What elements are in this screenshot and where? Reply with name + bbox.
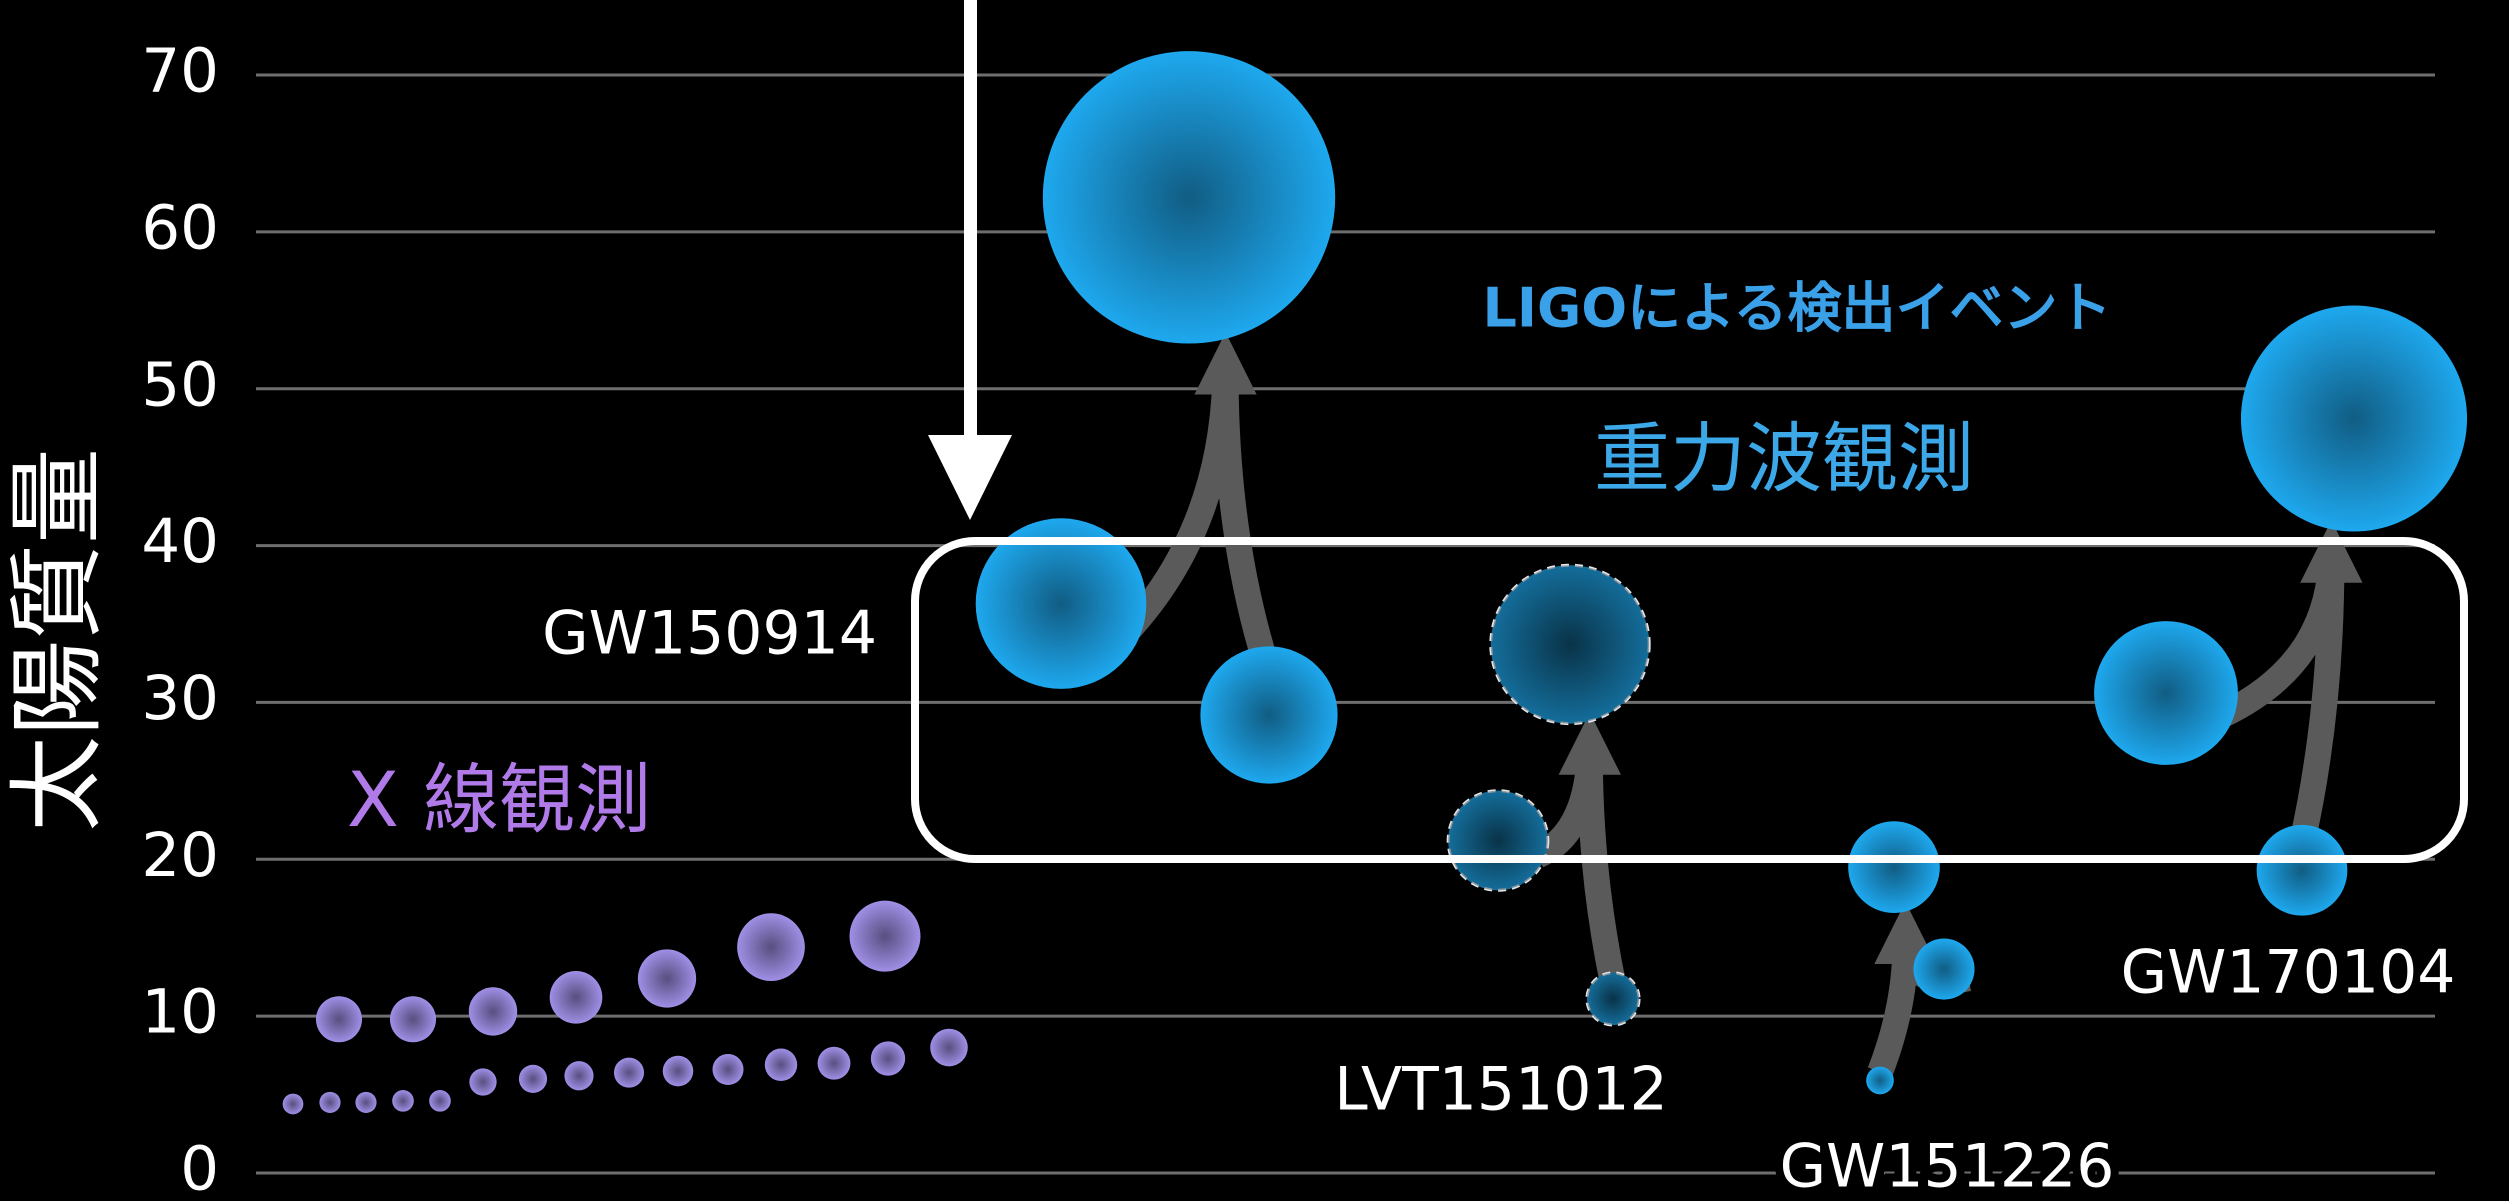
bubble-shade <box>712 1053 744 1085</box>
event-label: GW150914 <box>542 599 877 669</box>
y-axis-label: 太陽質量 <box>1 448 113 832</box>
bubble-shade <box>637 949 697 1008</box>
bubble-shade <box>549 971 603 1024</box>
bubble-shade <box>429 1090 451 1112</box>
bubble-shade <box>613 1057 645 1088</box>
annotation: LIGOによる検出イベント <box>1482 277 2111 340</box>
bubble-shade <box>737 913 805 981</box>
merge-arrow <box>2289 561 2345 846</box>
bubble-shade <box>392 1090 414 1112</box>
bubble-shade <box>1848 821 1940 913</box>
bubble-shade <box>1490 565 1650 724</box>
bubble-shade <box>764 1048 798 1081</box>
merge-arrow <box>1576 753 1626 986</box>
bubble-shade <box>1866 1066 1894 1095</box>
merge-arrow <box>1867 942 1919 1077</box>
bubble-shade <box>1586 972 1640 1025</box>
bubble-shade <box>564 1061 594 1091</box>
y-tick-label: 30 <box>141 663 219 734</box>
series-label: 重力波観測 <box>1594 414 1974 503</box>
event-label: LVT151012 <box>1334 1055 1668 1125</box>
bubble-shade <box>282 1093 304 1115</box>
bubble-shade <box>2256 824 2348 916</box>
pointer-arrow-head <box>928 435 1012 520</box>
highlight-box <box>911 537 2468 863</box>
series-label: X 線観測 <box>347 755 651 844</box>
y-tick-label: 40 <box>141 506 219 577</box>
bubble-shade <box>1042 51 1336 344</box>
merge-arrow <box>1212 373 1282 678</box>
bubble-shade <box>468 987 518 1036</box>
bubble-shade <box>930 1028 968 1067</box>
bubble-shade <box>1448 790 1548 891</box>
event-label: GW170104 <box>2121 938 2456 1008</box>
bubble-shade <box>389 996 437 1043</box>
y-tick-label: 10 <box>141 977 219 1048</box>
bubble-shade <box>355 1091 377 1113</box>
bubble-shade <box>2094 621 2238 765</box>
bubble-shade <box>469 1068 497 1096</box>
bubble-shade <box>662 1055 694 1087</box>
y-tick-label: 20 <box>141 820 219 891</box>
y-tick-label: 70 <box>141 36 219 107</box>
bubble-shade <box>2240 305 2468 532</box>
bubble-shade <box>319 1091 341 1113</box>
bubble-shade <box>849 900 921 972</box>
y-tick-label: 50 <box>141 349 219 420</box>
bubble-shade <box>518 1064 548 1093</box>
bubble-shade <box>315 996 363 1043</box>
y-tick-label: 60 <box>141 192 219 263</box>
bubble-shade <box>975 518 1147 689</box>
event-label: GW151226 <box>1780 1132 2115 1201</box>
y-tick-label: 0 <box>180 1134 219 1201</box>
bubble-shade <box>1913 938 1975 1000</box>
bubble-shade <box>870 1041 906 1076</box>
bubble-shade <box>817 1046 851 1080</box>
pointer-arrow-shaft <box>964 0 977 440</box>
bubble-shade <box>1200 646 1338 784</box>
